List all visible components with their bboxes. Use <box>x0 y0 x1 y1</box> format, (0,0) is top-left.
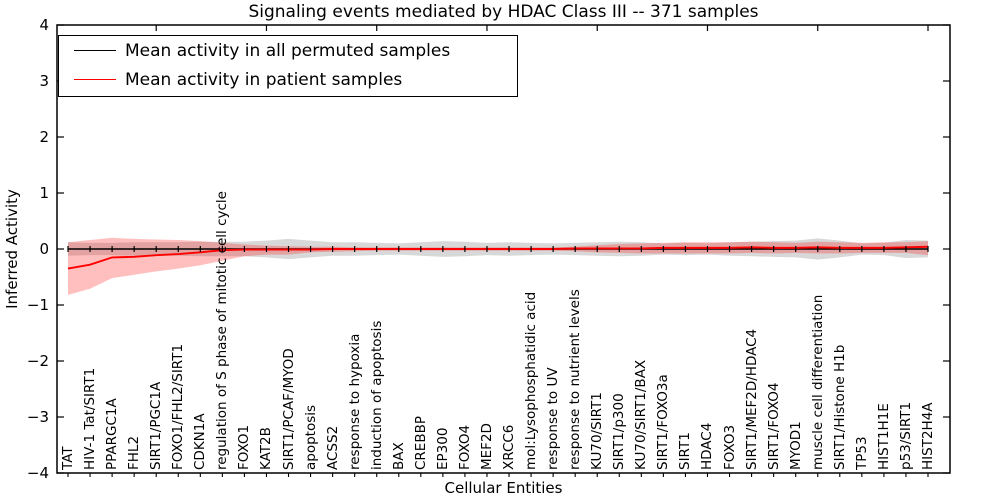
x-tick-label: induction of apoptosis <box>368 320 385 470</box>
x-tick-label: BAX <box>390 442 407 470</box>
x-tick-label: FOXO1 <box>236 424 253 470</box>
x-tick-label: CREBBP <box>412 416 429 470</box>
x-tick-label: ACSS2 <box>324 425 341 470</box>
x-tick-label: FOXO1/FHL2/SIRT1 <box>170 343 187 470</box>
x-tick-label: CDKN1A <box>192 413 209 470</box>
y-tick-label: 2 <box>39 128 49 146</box>
x-tick-label: muscle cell differentiation <box>809 294 826 470</box>
x-tick-label: regulation of S phase of mitotic cell cy… <box>214 191 231 470</box>
x-tick-label: FOXO3 <box>721 424 738 470</box>
y-tick-label: −1 <box>26 296 49 314</box>
x-axis-label: Cellular Entities <box>444 479 563 497</box>
x-tick-label: SIRT1/PCAF/MYOD <box>280 348 297 470</box>
x-tick-label: SIRT1/MEF2D/HDAC4 <box>743 328 760 470</box>
x-tick-label: KU70/SIRT1/BAX <box>633 359 650 470</box>
x-tick-label: response to UV <box>545 367 562 470</box>
x-tick-label: PPARGC1A <box>104 398 121 470</box>
x-tick-label: HIV-1 Tat/SIRT1 <box>82 367 99 470</box>
x-tick-label: response to hypoxia <box>346 333 363 470</box>
x-tick-label: SIRT1 <box>677 432 694 470</box>
legend-entry-permuted: Mean activity in all permuted samples <box>59 36 517 65</box>
x-tick-label: HIST1H1E <box>875 403 892 470</box>
x-tick-label: KU70/SIRT1 <box>589 392 606 470</box>
x-tick-label: TAT <box>60 446 76 470</box>
legend-label-patient: Mean activity in patient samples <box>125 69 403 90</box>
chart-title: Signaling events mediated by HDAC Class … <box>248 2 759 22</box>
y-tick-label: 1 <box>39 184 49 202</box>
patient-confidence-band <box>68 237 928 295</box>
y-tick-label: 4 <box>39 16 49 34</box>
y-tick-label: −2 <box>26 352 49 370</box>
patient-mean-line <box>67 245 929 270</box>
legend-box: Mean activity in all permuted samples Me… <box>58 35 518 97</box>
y-tick-label: −4 <box>26 464 49 482</box>
legend-label-permuted: Mean activity in all permuted samples <box>125 40 451 61</box>
x-tick-label: mol:Lysophosphatidic acid <box>523 291 540 470</box>
permuted-line-swatch <box>74 50 116 51</box>
x-tick-label: SIRT1/PGC1A <box>148 381 165 470</box>
x-tick-label: SIRT1/FOXO4 <box>765 382 782 470</box>
x-tick-label: KAT2B <box>258 427 275 470</box>
x-tick-label: MEF2D <box>478 423 495 470</box>
x-tick-label: SIRT1/p300 <box>611 393 628 470</box>
y-tick-label: 0 <box>39 240 49 258</box>
x-tick-label: FHL2 <box>126 435 143 470</box>
legend-entry-patient: Mean activity in patient samples <box>59 65 517 94</box>
x-tick-label: EP300 <box>434 427 451 470</box>
x-tick-label: p53/SIRT1 <box>897 401 914 470</box>
x-tick-label: SIRT1/Histone H1b <box>831 344 848 470</box>
x-tick-label: MYOD1 <box>787 421 804 470</box>
patient-line-swatch <box>74 79 116 80</box>
x-tick-label: response to nutrient levels <box>567 289 584 470</box>
y-tick-label: 3 <box>39 72 49 90</box>
x-tick-label: HIST2H4A <box>920 402 936 470</box>
x-tick-label: XRCC6 <box>501 424 518 470</box>
x-tick-label: HDAC4 <box>699 422 716 470</box>
x-tick-label: TP53 <box>853 436 870 470</box>
x-tick-label: SIRT1/FOXO3a <box>655 374 672 470</box>
x-tick-label: FOXO4 <box>456 424 473 470</box>
x-tick-label: apoptosis <box>302 404 319 470</box>
y-tick-label: −3 <box>26 408 49 426</box>
